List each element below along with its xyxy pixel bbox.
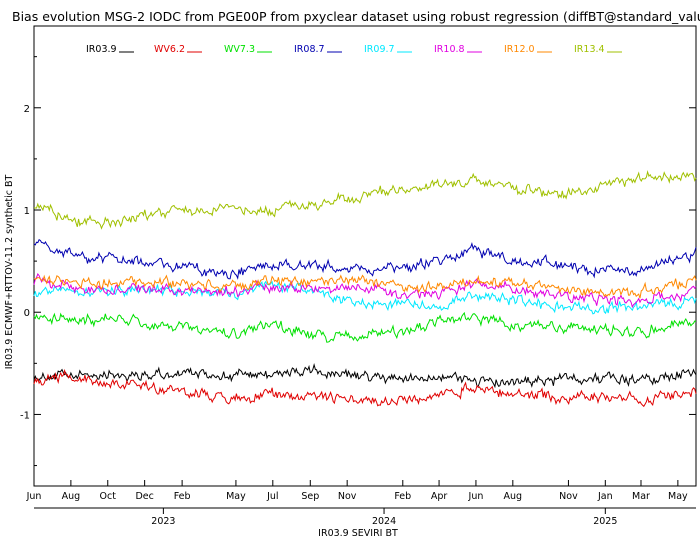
y-tick-label: 1 [24, 206, 30, 217]
legend: IR03.9 WV6.2 WV7.3 IR08.7 IR09.7 IR10.8 IR12.0… [86, 44, 622, 55]
x-tick-label: May [226, 491, 246, 502]
series-layer [33, 169, 697, 408]
x-tick-label: Jul [266, 491, 278, 502]
legend-label: IR08.7 [294, 44, 325, 55]
x-tick-label: Nov [559, 491, 578, 502]
legend-label: WV7.3 [224, 44, 255, 55]
y-tick-label: -1 [20, 410, 30, 421]
series-line-wv73 [33, 311, 697, 343]
x-tick-label: Jun [26, 491, 42, 502]
x-tick-label: Jun [468, 491, 484, 502]
y-tick-label: 0 [24, 308, 30, 319]
series-line-ir097 [33, 280, 697, 315]
legend-label: IR12.0 [504, 44, 535, 55]
x-tick-label: Dec [135, 491, 153, 502]
x-tick-label: Aug [62, 491, 81, 502]
x-tick-label: Feb [394, 491, 411, 502]
legend-label: IR13.4 [574, 44, 605, 55]
legend-label: IR10.8 [434, 44, 465, 55]
x-tick-label: Nov [338, 491, 357, 502]
x-tick-label: Aug [504, 491, 523, 502]
x-tick-label: Feb [174, 491, 191, 502]
series-line-ir108 [33, 272, 697, 309]
axes: -1 0 1 2 Jun Aug Oct Dec Feb May Jul Sep Nov Feb Apr Ju… [20, 56, 696, 527]
series-line-ir134 [33, 169, 697, 230]
legend-label: IR09.7 [364, 44, 395, 55]
series-line-ir039 [33, 363, 697, 389]
plot-border [33, 25, 697, 487]
x-tick-label: Mar [632, 491, 650, 502]
legend-label: IR03.9 [86, 44, 117, 55]
y-tick-label: 2 [24, 104, 30, 115]
series-line-ir120 [33, 274, 697, 299]
x-tick-label: Oct [100, 491, 117, 502]
x-tick-label: Jan [597, 491, 613, 502]
year-tick-label: 2023 [151, 516, 175, 527]
plot-area [33, 25, 697, 509]
year-tick-label: 2024 [372, 516, 396, 527]
chart-title: Bias evolution MSG-2 IODC from PGE00P fr… [12, 9, 700, 24]
x-axis-label: IR03.9 SEVIRI BT [318, 528, 398, 539]
series-line-ir087 [33, 238, 697, 280]
y-axis-label: IR03.9 ECMWF+RTTOV-11.2 synthetic BT [4, 175, 15, 370]
x-tick-label: May [668, 491, 688, 502]
legend-label: WV6.2 [154, 44, 185, 55]
year-tick-label: 2025 [593, 516, 617, 527]
x-tick-label: Sep [301, 491, 319, 502]
x-tick-label: Apr [431, 491, 448, 502]
series-line-wv62 [33, 368, 697, 408]
